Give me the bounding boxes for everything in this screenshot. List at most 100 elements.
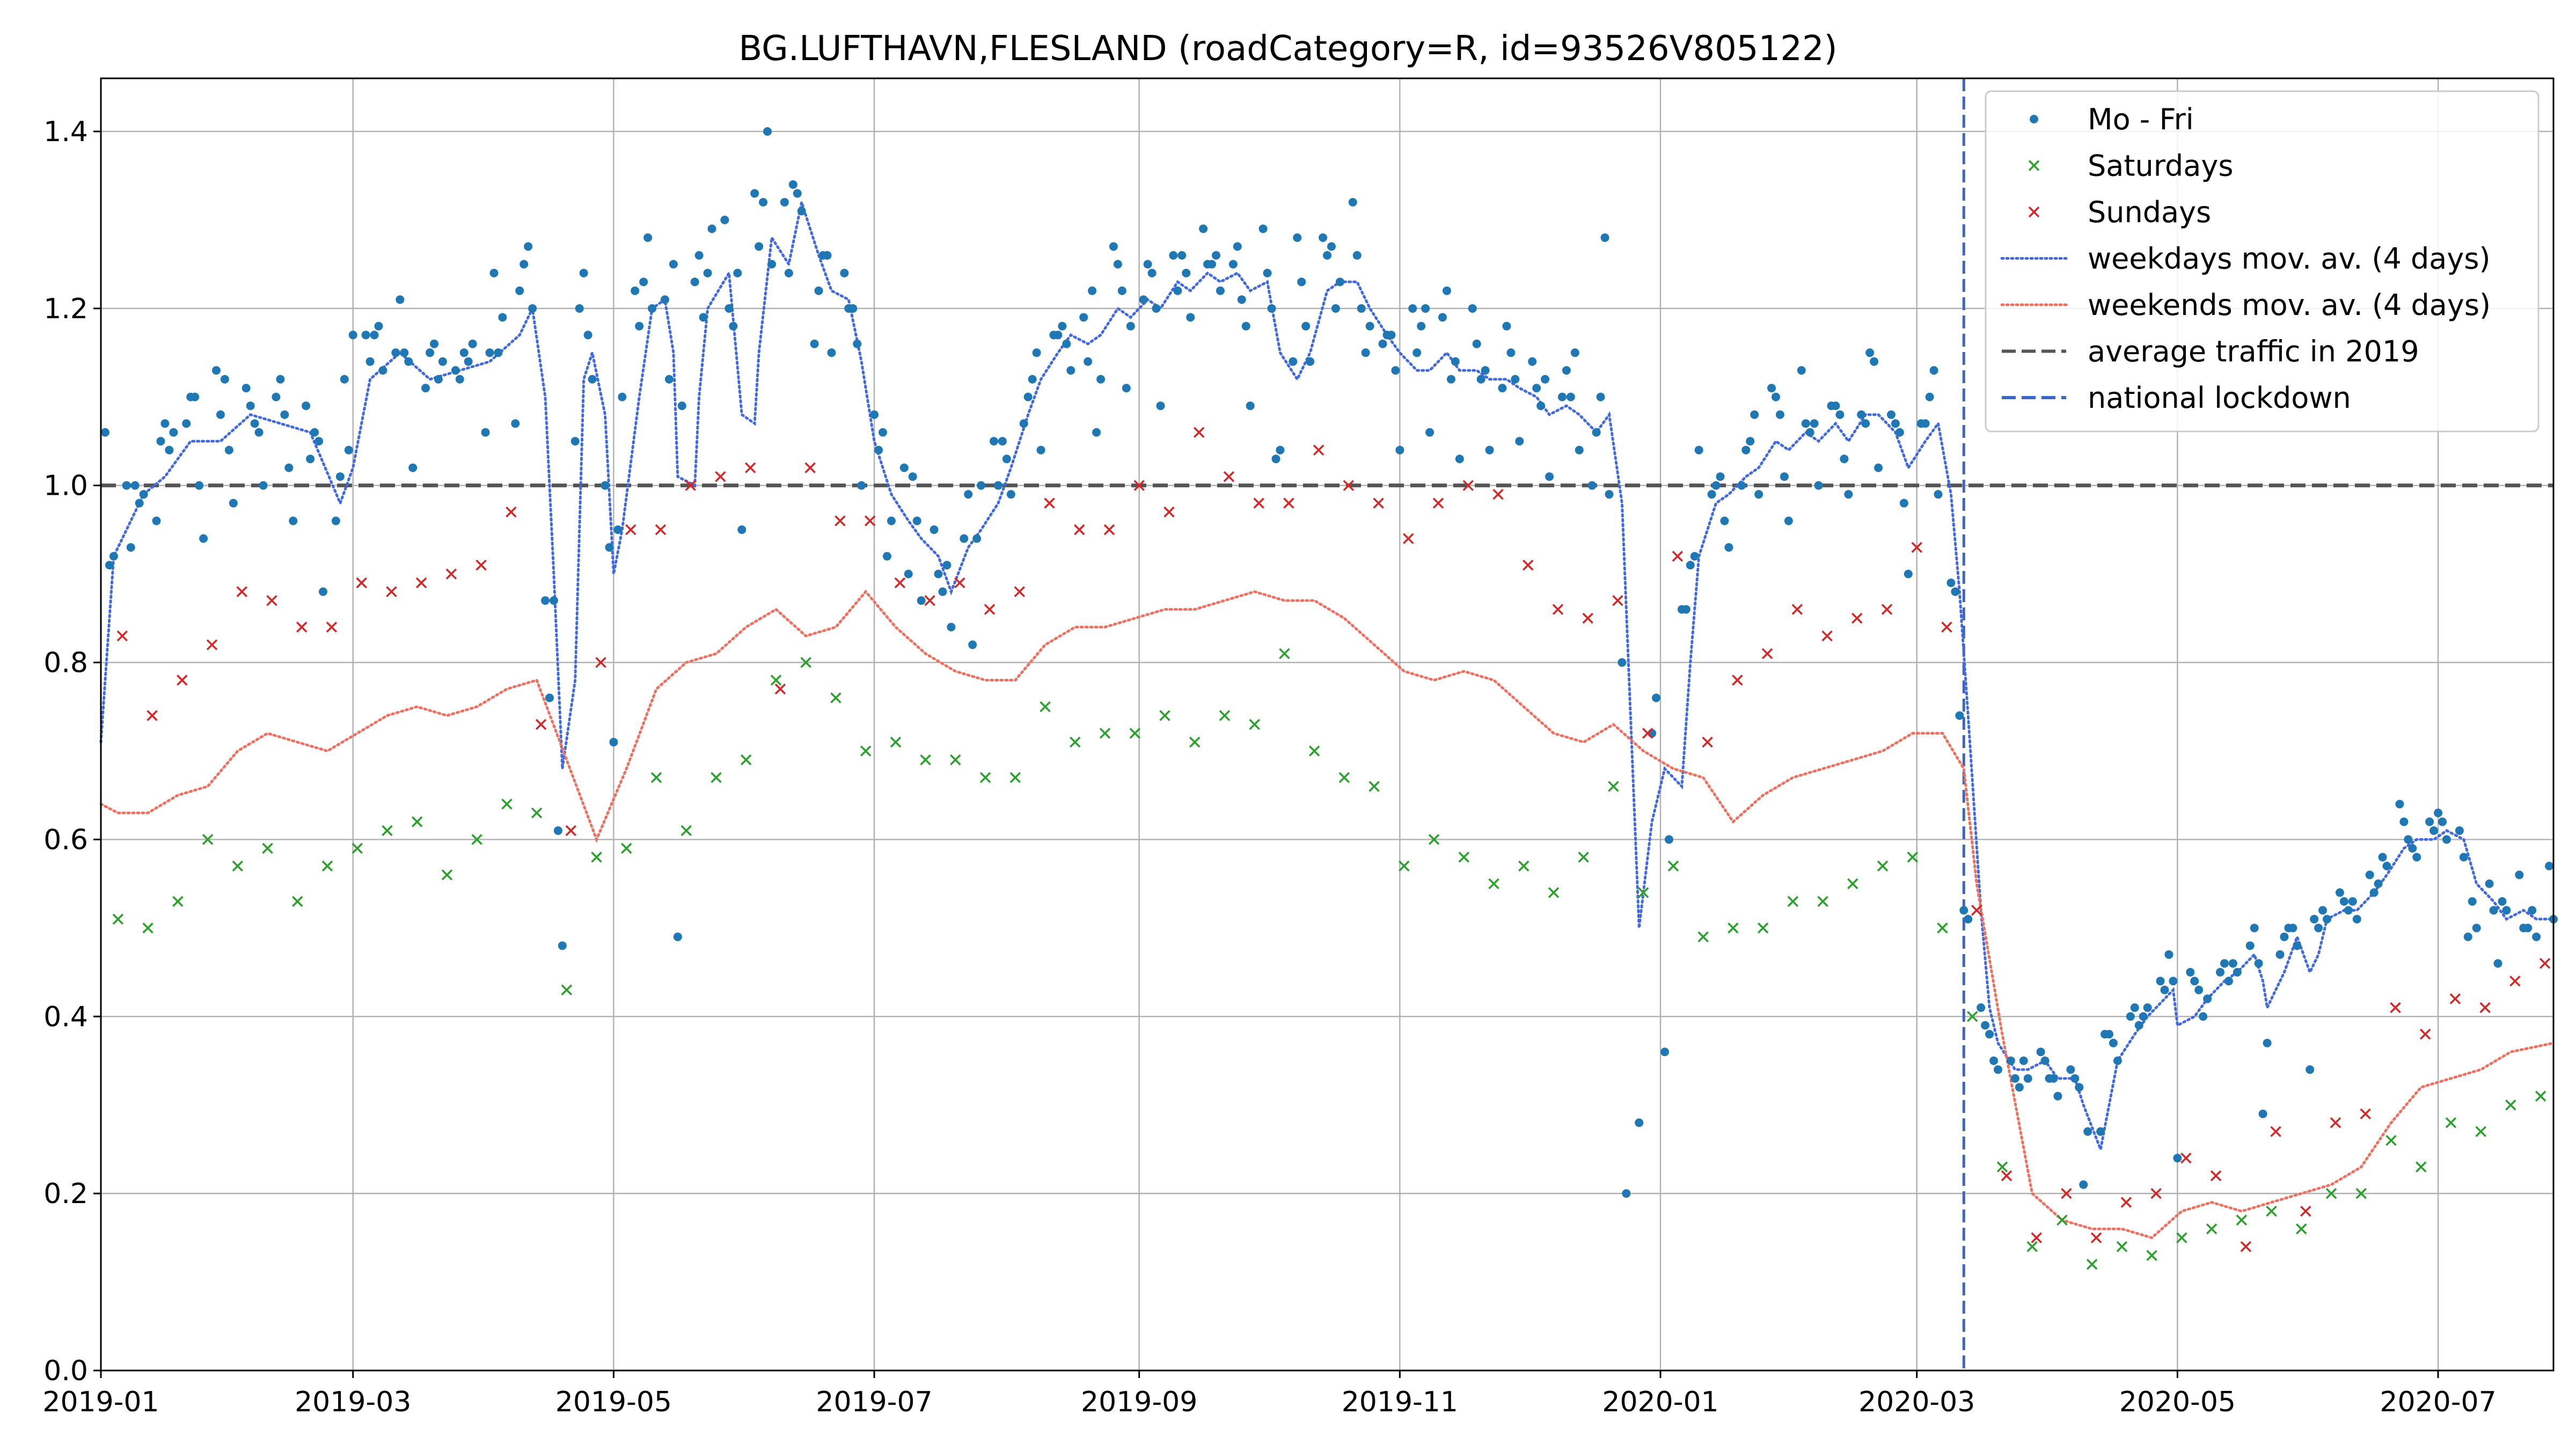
weekday-point [1664,835,1673,844]
saturday-point [621,842,632,854]
series-4 [99,589,2555,1240]
weekday-point [1977,1003,1986,1012]
legend-marker-dot [2030,115,2038,123]
weekday-point [1109,242,1118,251]
chart-title: BG.LUFTHAVN,FLESLAND (roadCategory=R, id… [738,29,1837,69]
legend: Mo - Fri Saturdays Sundays weekdays mov. av… [1985,90,2540,433]
sunday-point [2090,1232,2102,1243]
y-tick-label: 0.0 [43,1355,88,1387]
weekday-point [421,384,430,393]
saturday-point [1966,1011,1978,1022]
weekday-point [1592,428,1601,437]
sunday-point [1791,604,1803,615]
weekday-point [2408,844,2417,853]
saturday-point [1548,887,1560,898]
weekday-point [2190,977,2199,986]
weekday-point [1263,268,1272,277]
saturday-point [2296,1223,2307,1235]
sunday-point [2270,1126,2281,1137]
weekday-point [259,481,268,490]
weekday-point [1545,472,1554,481]
weekday-point [100,428,109,437]
weekday-point [1276,445,1285,455]
weekday-point [793,189,802,198]
weekday-point [1395,445,1404,455]
saturday-point [1099,728,1111,739]
weekday-point [1575,445,1584,455]
saturday-point [950,754,961,766]
weekday-point [1019,419,1028,428]
weekday-point [2134,1021,2143,1030]
weekday-point [241,384,251,393]
saturday-point [740,754,752,766]
weekday-point [2113,1056,2122,1065]
weekday-point [1117,286,1126,295]
sunday-point [2180,1152,2192,1164]
weekday-point [1293,233,1302,242]
weekday-point [1421,304,1430,313]
weekday-point [498,313,507,322]
weekday-point [878,428,887,437]
sunday-point [1343,480,1355,491]
sunday-point [535,719,547,730]
saturday-point [2146,1250,2157,1261]
weekday-point [660,295,669,304]
weekday-point [2288,924,2297,933]
weekday-point [553,826,562,835]
weekday-point [1425,428,1435,437]
weekday-point [1993,1065,2002,1074]
weekday-point [2258,1109,2267,1118]
sunday-point [1193,427,1205,438]
weekday-point [998,437,1007,446]
sunday-point [1971,905,1982,916]
weekday-point [1771,392,1780,401]
weekday-point [1895,428,1904,437]
weekday-point [797,207,806,216]
saturday-point [262,842,273,854]
weekday-point [1754,490,1763,499]
weekday-point [788,180,797,189]
saturday-point [1219,710,1231,721]
weekday-point [1865,348,1875,357]
saturday-point [441,869,453,881]
saturday-point [1877,860,1889,872]
weekday-point [724,304,734,313]
sunday-point [1103,524,1115,536]
weekday-point [1660,1047,1669,1057]
weekday-point [1964,914,1973,924]
weekday-point [1006,490,1015,499]
weekday-point [1331,304,1340,313]
saturday-point [471,834,482,845]
weekday-point [2293,941,2302,950]
weekday-point [1327,242,1336,251]
reference-lines [101,78,2553,1371]
weekday-point [1387,331,1396,340]
weekday-point [182,419,191,428]
weekday-point [2434,808,2443,817]
weekday-point [613,525,623,534]
series-layer [99,127,2558,1270]
weekday-point [524,242,533,251]
weekday-point [2126,1012,2135,1021]
weekday-point [1143,260,1152,269]
sunday-point [1582,612,1593,624]
weekday-point [703,268,712,277]
moving-average-line [99,589,2555,1240]
weekday-point [993,481,1002,490]
weekday-point [246,401,255,411]
sunday-point [2061,1188,2072,1199]
weekday-point [195,481,204,490]
weekday-point [2006,1056,2015,1065]
weekday-point [2528,906,2537,915]
weekday-point [2040,1056,2050,1065]
weekday-point [1536,401,1546,411]
weekday-point [2532,932,2541,941]
weekday-point [344,445,353,455]
weekday-point [430,339,439,348]
saturday-point [1458,852,1470,863]
sunday-point [1492,488,1504,500]
weekday-point [1515,437,1524,446]
weekday-point [609,737,618,746]
weekday-point [840,268,849,277]
